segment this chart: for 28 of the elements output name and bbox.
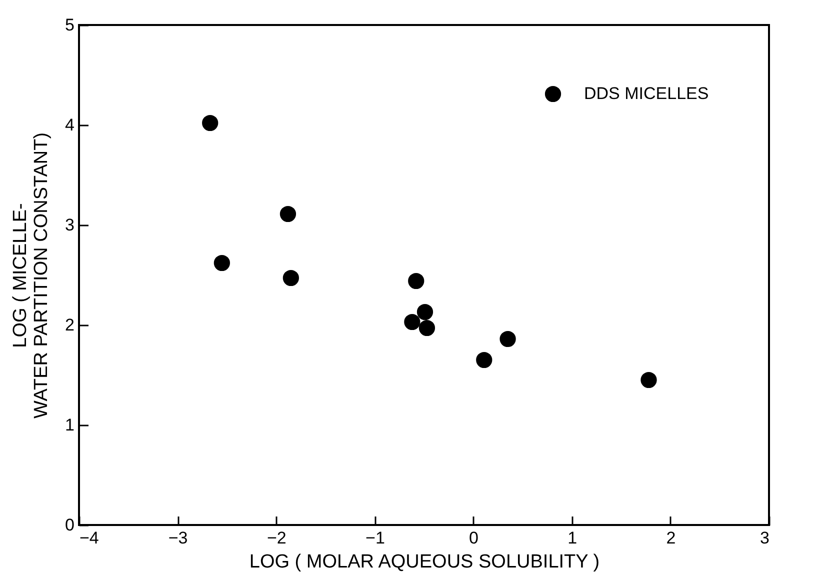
- x-tick-label: 1: [568, 528, 578, 548]
- point: [640, 372, 657, 388]
- point: [500, 330, 516, 348]
- point: [418, 320, 436, 336]
- y-tick-label: 1: [65, 416, 74, 434]
- x-tick-label: −3: [168, 528, 188, 548]
- x-tick-label: 3: [760, 528, 770, 548]
- y-tick-label: 2: [65, 316, 74, 334]
- point: [416, 304, 434, 320]
- y-tick-label: 5: [65, 16, 74, 34]
- legend-label: DDS MICELLES: [584, 84, 709, 103]
- x-axis-title: LOG ( MOLAR AQUEOUS SOLUBILITY ): [249, 552, 600, 572]
- x-tick-label: −1: [366, 528, 385, 548]
- point: [282, 270, 299, 286]
- point: [214, 254, 230, 272]
- x-tick-label: −4: [80, 528, 99, 548]
- point: [476, 352, 492, 368]
- y-tick-label: 0: [65, 516, 74, 534]
- x-tick-label: −2: [266, 528, 286, 548]
- x-tick-label: 2: [666, 528, 676, 548]
- point: [202, 114, 218, 132]
- y-tick-label: 3: [65, 216, 74, 234]
- point: [280, 206, 296, 222]
- x-tick-label: 0: [469, 528, 479, 548]
- y-axis-title: LOG ( MICELLE- WATER PARTITION CONSTANT): [10, 132, 52, 419]
- point: [408, 272, 424, 290]
- point: [404, 314, 420, 330]
- y-tick-label: 4: [65, 116, 74, 134]
